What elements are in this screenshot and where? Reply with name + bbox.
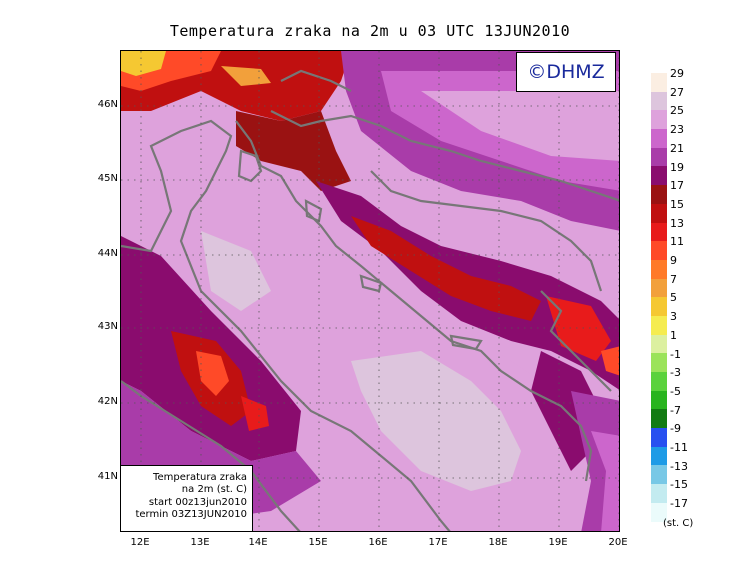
colorbar-label: 11 bbox=[670, 235, 684, 249]
dinaric-hot-2 bbox=[546, 296, 611, 361]
longitude-label: 20E bbox=[608, 537, 628, 548]
alps-yellow bbox=[121, 51, 166, 76]
info-line-3: start 00z13jun2010 bbox=[148, 496, 247, 508]
latitude-label: 45N bbox=[97, 173, 118, 184]
colorbar-label: 21 bbox=[670, 141, 684, 155]
albania-23 bbox=[591, 431, 619, 531]
sea-warm-patch-2 bbox=[201, 231, 271, 311]
longitude-label: 15E bbox=[308, 537, 328, 548]
info-line-1: Temperatura zraka bbox=[153, 472, 247, 483]
colorbar-swatch bbox=[651, 73, 667, 92]
colorbar-swatch bbox=[651, 409, 667, 429]
temperature-map bbox=[120, 50, 620, 532]
border-2 bbox=[370, 170, 603, 292]
istria-coast bbox=[237, 149, 263, 183]
colorbar-swatch bbox=[651, 353, 667, 372]
longitude-label: 18E bbox=[488, 537, 508, 548]
pannonian-25 bbox=[421, 91, 619, 161]
border-4 bbox=[280, 69, 352, 92]
colorbar-label: -13 bbox=[670, 459, 688, 473]
colorbar-label: -7 bbox=[670, 403, 681, 417]
colorbar-swatch bbox=[651, 147, 667, 167]
info-line-2: na 2m (st. C) bbox=[181, 484, 247, 496]
longitude-label: 12E bbox=[130, 537, 150, 548]
island-2 bbox=[359, 274, 383, 293]
colorbar-swatch bbox=[651, 203, 667, 223]
colorbar-label: 3 bbox=[670, 310, 677, 324]
colorbar-label: 27 bbox=[670, 85, 684, 99]
colorbar-label: -1 bbox=[670, 347, 681, 361]
colorbar-label: -5 bbox=[670, 384, 681, 398]
colorbar-unit: (st. C) bbox=[663, 518, 694, 529]
italy-hot-core-2 bbox=[241, 396, 269, 431]
map-title: Temperatura zraka na 2m u 03 UTC 13JUN20… bbox=[169, 22, 571, 40]
info-box: Temperatura zraka na 2m (st. C) start 00… bbox=[121, 465, 253, 531]
longitude-label: 16E bbox=[368, 537, 388, 548]
colorbar-label: -9 bbox=[670, 422, 681, 436]
latitude-label: 41N bbox=[97, 471, 118, 482]
border-3 bbox=[540, 290, 612, 392]
colorbar-swatch bbox=[651, 259, 667, 279]
colorbar-swatch bbox=[651, 110, 667, 130]
colorbar-swatch bbox=[651, 334, 667, 354]
latitude-label: 44N bbox=[97, 248, 118, 259]
colorbar-label: 7 bbox=[670, 272, 677, 286]
colorbar-swatch bbox=[651, 428, 667, 447]
colorbar-swatch bbox=[651, 222, 667, 242]
latitude-label: 43N bbox=[97, 321, 118, 332]
latitude-label: 46N bbox=[97, 99, 118, 110]
gridlines bbox=[121, 51, 619, 531]
latitude-label: 42N bbox=[97, 396, 118, 407]
east-orange-patch bbox=[601, 346, 619, 376]
colorbar-swatch bbox=[651, 129, 667, 148]
colorbar-swatch bbox=[651, 278, 667, 298]
colorbar-swatch bbox=[651, 91, 667, 111]
colorbar-swatch bbox=[651, 166, 667, 186]
colorbar-swatch bbox=[651, 502, 667, 522]
colorbar-label: -17 bbox=[670, 497, 688, 511]
colorbar-label: 29 bbox=[670, 67, 684, 80]
colorbar-swatch bbox=[651, 484, 667, 503]
colorbar-swatch bbox=[651, 315, 667, 335]
colorbar-swatch bbox=[651, 372, 667, 391]
colorbar-label: -3 bbox=[670, 366, 681, 380]
colorbar-label: 19 bbox=[670, 160, 684, 174]
longitude-label: 13E bbox=[190, 537, 210, 548]
colorbar-label: 9 bbox=[670, 254, 677, 267]
colorbar-label: -11 bbox=[670, 441, 688, 454]
colorbar-swatch bbox=[651, 297, 667, 316]
temperature-field bbox=[121, 51, 619, 531]
colorbar-swatch bbox=[651, 465, 667, 485]
colorbar-swatch bbox=[651, 185, 667, 204]
sea-warm-patch bbox=[351, 351, 521, 491]
colorbar-swatch bbox=[651, 446, 667, 466]
colorbar-label: 13 bbox=[670, 216, 684, 230]
colorbar-label: 1 bbox=[670, 328, 677, 342]
dinaric-hot bbox=[351, 216, 541, 321]
italy-hot-core bbox=[196, 351, 229, 396]
dhmz-logo: ©DHMZ bbox=[516, 52, 616, 92]
italy-coastline bbox=[121, 119, 451, 531]
colorbar-label: 17 bbox=[670, 179, 684, 193]
island-3 bbox=[449, 334, 483, 351]
colorbar-label: -15 bbox=[670, 478, 688, 492]
border-1 bbox=[270, 110, 619, 202]
longitude-label: 17E bbox=[428, 537, 448, 548]
colorbar-label: 25 bbox=[670, 104, 684, 118]
colorbar-swatch bbox=[651, 241, 667, 260]
colorbar bbox=[651, 73, 667, 522]
longitude-label: 14E bbox=[248, 537, 268, 548]
colorbar-swatch bbox=[651, 390, 667, 410]
croatia-coastline bbox=[235, 120, 593, 482]
colorbar-label: 15 bbox=[670, 197, 684, 211]
longitude-label: 19E bbox=[548, 537, 568, 548]
istria-hot bbox=[236, 111, 351, 191]
colorbar-label: 5 bbox=[670, 291, 677, 305]
colorbar-label: 23 bbox=[670, 123, 684, 137]
info-line-4: termin 03Z13JUN2010 bbox=[135, 508, 247, 520]
alps-yellow-2 bbox=[221, 66, 271, 86]
